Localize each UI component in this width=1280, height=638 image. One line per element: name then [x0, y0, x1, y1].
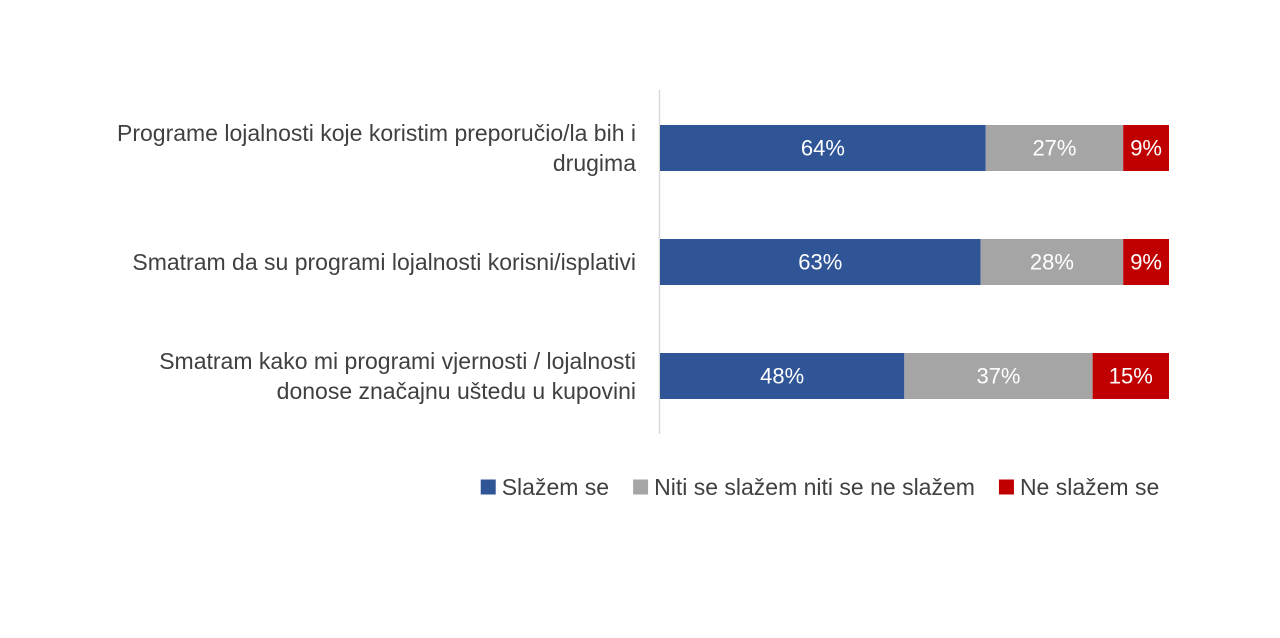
data-label: 9% — [1130, 250, 1162, 275]
legend-item: Slažem se — [480, 474, 609, 500]
data-label: 9% — [1130, 136, 1162, 161]
data-label: 64% — [801, 136, 845, 161]
data-label: 63% — [798, 250, 842, 275]
category-label: Smatram da su programi lojalnosti korisn… — [132, 249, 636, 275]
category-label: donose značajnu uštedu u kupovini — [277, 378, 636, 404]
category-label: drugima — [553, 150, 636, 176]
legend-item: Niti se slažem niti se ne slažem — [633, 474, 975, 500]
bars-layer: 64% 27% 9% 63% 28% 9% 48% 37% 15% — [660, 125, 1169, 399]
bar-segment — [980, 239, 1124, 285]
bar-segment — [1123, 239, 1169, 285]
legend-swatch — [633, 479, 649, 495]
bar-segment — [660, 353, 905, 399]
legend-label: Slažem se — [502, 474, 609, 500]
bar-segment — [985, 125, 1124, 171]
category-label: Smatram kako mi programi vjernosti / loj… — [159, 348, 636, 374]
bar-segment — [660, 239, 981, 285]
legend-swatch — [998, 479, 1014, 495]
legend-swatch — [480, 479, 496, 495]
bar-segment — [660, 125, 986, 171]
category-label: Programe lojalnosti koje koristim prepor… — [117, 120, 636, 146]
legend-label: Niti se slažem niti se ne slažem — [654, 474, 975, 500]
data-label: 15% — [1109, 364, 1153, 389]
data-label: 28% — [1030, 250, 1074, 275]
legend: Slažem se Niti se slažem niti se ne slaže… — [480, 474, 1159, 500]
data-label: 48% — [760, 364, 804, 389]
legend-label: Ne slažem se — [1020, 474, 1159, 500]
legend-item: Ne slažem se — [998, 474, 1159, 500]
data-label: 37% — [976, 364, 1020, 389]
category-labels: Programe lojalnosti koje koristim prepor… — [117, 120, 636, 404]
bar-segment — [1123, 125, 1169, 171]
bar-segment — [1092, 353, 1169, 399]
bar-segment — [904, 353, 1093, 399]
data-label: 27% — [1032, 136, 1076, 161]
